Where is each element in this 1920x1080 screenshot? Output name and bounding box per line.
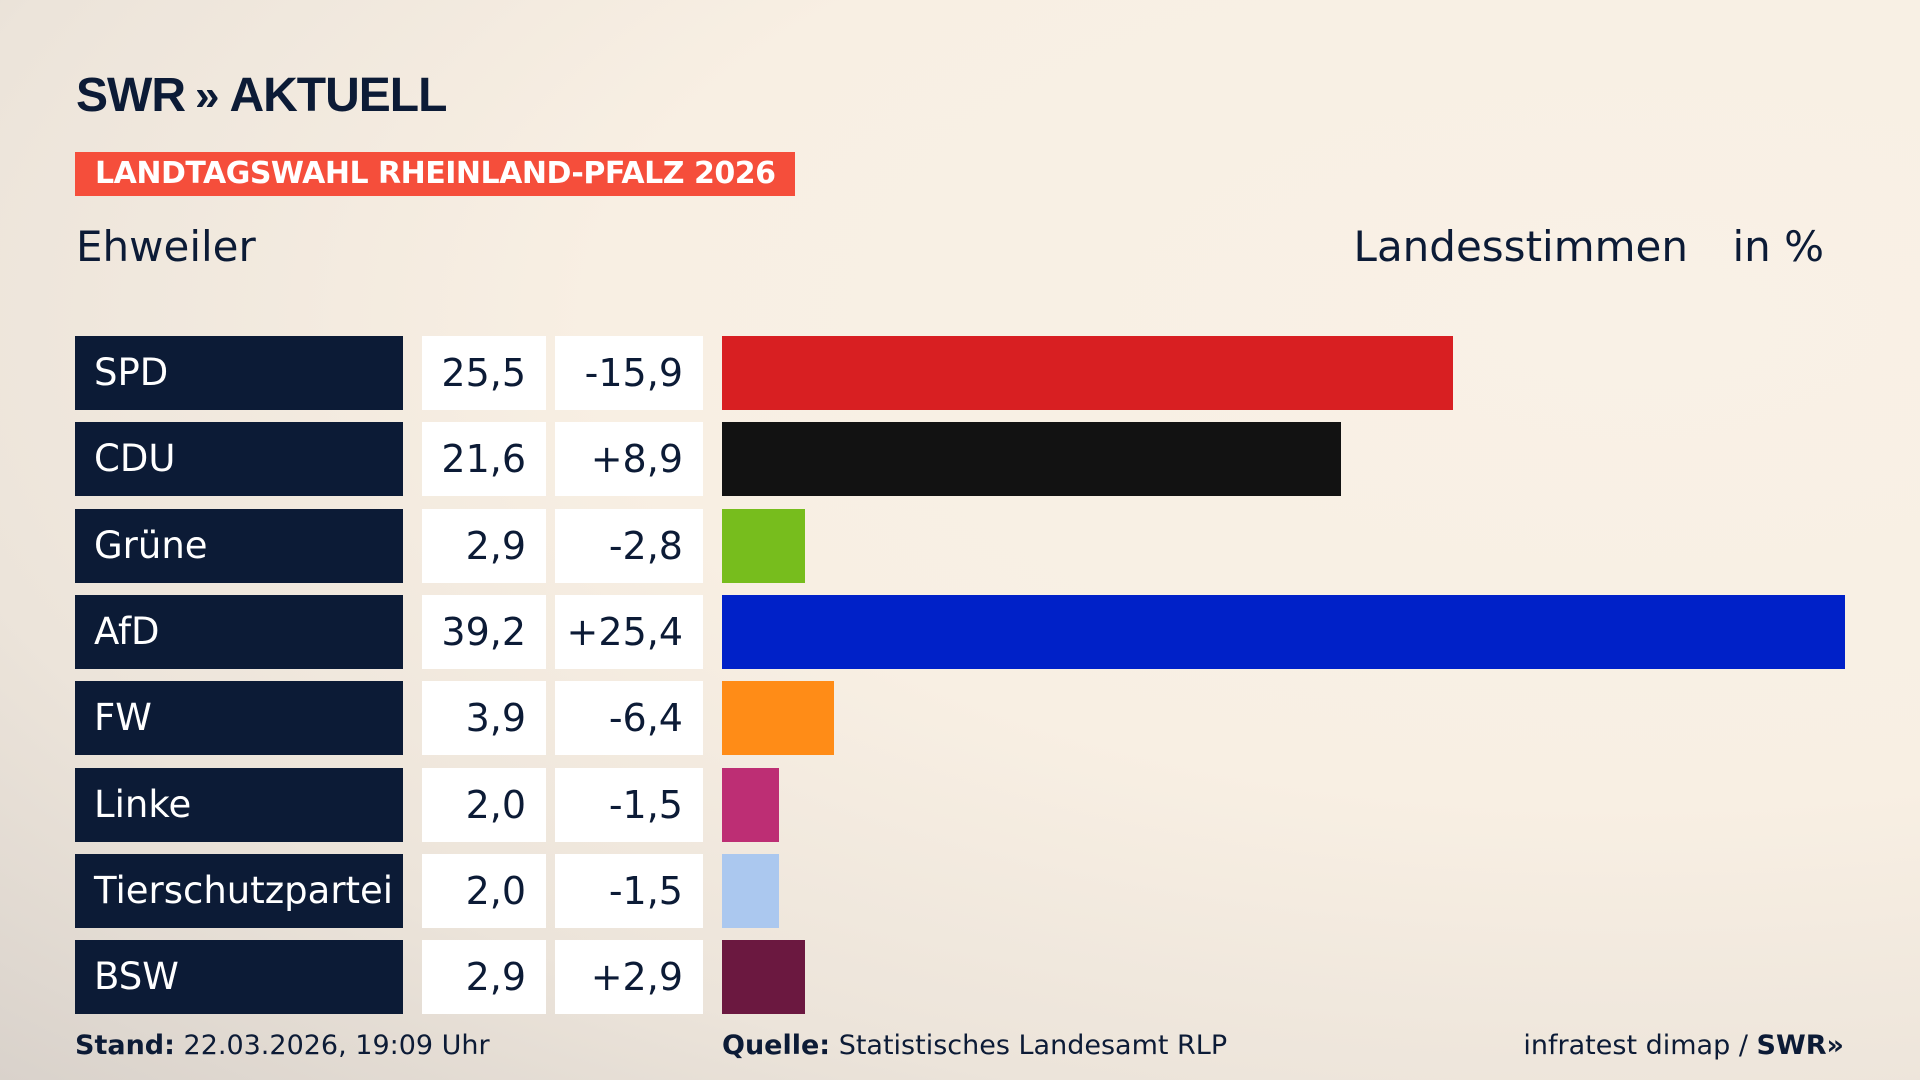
party-diff: -6,4: [555, 681, 703, 756]
party-row: FW 3,9 -6,4: [0, 681, 1920, 756]
party-row: Tierschutzpartei 2,0 -1,5: [0, 853, 1920, 928]
party-diff: -1,5: [555, 767, 703, 842]
logo-suffix: AKTUELL: [229, 69, 447, 122]
party-bar: [722, 594, 1845, 669]
credit-swr-logo: SWR: [1756, 1030, 1827, 1061]
party-row: SPD 25,5 -15,9: [0, 336, 1920, 410]
chevrons-icon: »: [1826, 1030, 1844, 1061]
vote-type-label: Landesstimmen: [1353, 222, 1688, 271]
party-name: CDU: [75, 422, 403, 497]
party-bar: [722, 681, 834, 756]
election-banner: LANDTAGSWAHL RHEINLAND-PFALZ 2026: [75, 152, 796, 196]
party-value: 21,6: [422, 422, 546, 497]
party-row: Grüne 2,9 -2,8: [0, 508, 1920, 583]
party-name: SPD: [75, 336, 403, 410]
source: Quelle: Statistisches Landesamt RLP: [722, 1030, 1227, 1061]
party-value: 2,0: [422, 853, 546, 928]
logo-swr: SWR: [76, 69, 186, 122]
party-name: Grüne: [75, 508, 403, 583]
party-value: 3,9: [422, 681, 546, 756]
stand-label: Stand:: [75, 1030, 175, 1061]
party-row: BSW 2,9 +2,9: [0, 940, 1920, 1015]
party-bar: [722, 853, 780, 928]
party-name: BSW: [75, 940, 403, 1015]
party-value: 2,9: [422, 508, 546, 583]
party-diff: -2,8: [555, 508, 703, 583]
party-value: 39,2: [422, 594, 546, 669]
timestamp: Stand: 22.03.2026, 19:09 Uhr: [75, 1030, 490, 1061]
party-bar: [722, 767, 780, 842]
source-label: Quelle:: [722, 1030, 831, 1061]
party-bar: [722, 422, 1341, 497]
stand-value: 22.03.2026, 19:09 Uhr: [183, 1030, 490, 1061]
party-diff: +8,9: [555, 422, 703, 497]
chevrons-icon: »: [194, 70, 220, 120]
party-value: 2,0: [422, 767, 546, 842]
party-bar: [722, 508, 806, 583]
party-row: AfD 39,2 +25,4: [0, 594, 1920, 669]
party-bar: [722, 940, 806, 1015]
party-diff: +2,9: [555, 940, 703, 1015]
party-diff: -15,9: [555, 336, 703, 410]
party-bar: [722, 336, 1453, 410]
party-name: Tierschutzpartei: [75, 853, 403, 928]
credit: infratest dimap / SWR»: [1523, 1030, 1844, 1061]
credit-text: infratest dimap /: [1523, 1030, 1757, 1061]
party-row: Linke 2,0 -1,5: [0, 767, 1920, 842]
place-name: Ehweiler: [76, 222, 256, 271]
unit-label: in %: [1732, 222, 1824, 271]
swr-aktuell-logo: SWR» AKTUELL: [76, 68, 447, 123]
party-diff: -1,5: [555, 853, 703, 928]
party-name: Linke: [75, 767, 403, 842]
party-value: 25,5: [422, 336, 546, 410]
party-value: 2,9: [422, 940, 546, 1015]
party-name: AfD: [75, 594, 403, 669]
source-value: Statistisches Landesamt RLP: [838, 1030, 1228, 1061]
party-diff: +25,4: [555, 594, 703, 669]
party-row: CDU 21,6 +8,9: [0, 422, 1920, 497]
party-name: FW: [75, 681, 403, 756]
